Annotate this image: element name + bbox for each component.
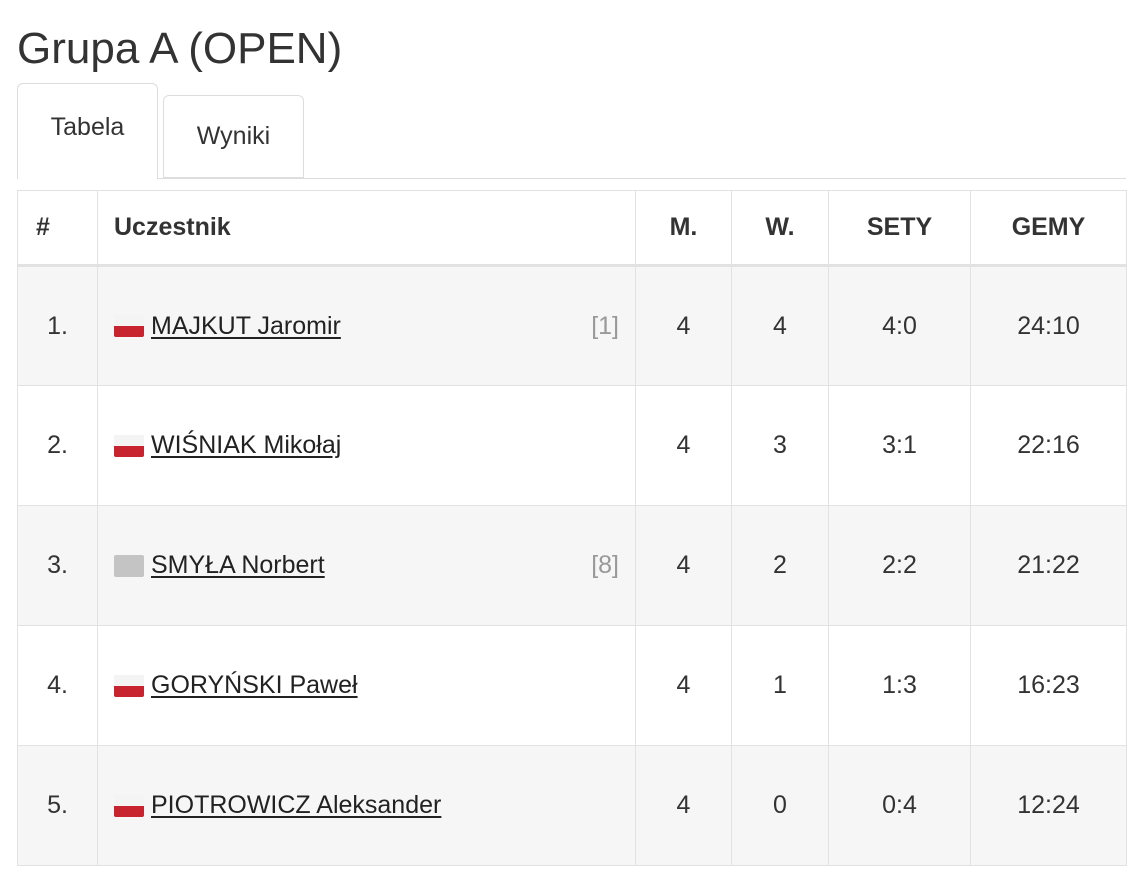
- pl-flag-icon: [114, 315, 144, 337]
- row-participant: GORYŃSKI Paweł: [97, 625, 636, 746]
- row-rank: 4.: [17, 625, 98, 746]
- tab-tabela-label: Tabela: [50, 113, 125, 141]
- pl-flag-icon: [114, 674, 144, 697]
- table-row: 1. MAJKUT Jaromir [1] 4 4 4:0 24:10: [17, 265, 1127, 386]
- table-row: 2. WIŚNIAK Mikołaj 4 3 3:1 22:16: [17, 385, 1127, 506]
- row-wins: 0: [731, 745, 829, 866]
- header-rank: #: [17, 190, 98, 267]
- row-games: 16:23: [970, 625, 1127, 746]
- header-wins: W.: [731, 190, 829, 267]
- header-sets: SETY: [828, 190, 971, 267]
- pl-flag-icon: [114, 794, 144, 817]
- row-rank: 1.: [17, 265, 98, 386]
- header-games: GEMY: [970, 190, 1127, 267]
- row-rank: 2.: [17, 385, 98, 506]
- page-title: Grupa A (OPEN): [17, 24, 343, 73]
- row-participant: MAJKUT Jaromir [1]: [97, 265, 636, 386]
- standings-table: # Uczestnik M. W. SETY GEMY 1. MAJKUT Ja…: [17, 190, 1127, 866]
- row-matches: 4: [635, 625, 732, 746]
- player-link[interactable]: WIŚNIAK Mikołaj: [151, 431, 342, 459]
- row-games: 22:16: [970, 385, 1127, 506]
- row-sets: 1:3: [828, 625, 971, 746]
- pl-flag-icon: [114, 434, 144, 457]
- row-games: 21:22: [970, 505, 1127, 626]
- row-participant: PIOTROWICZ Aleksander: [97, 745, 636, 866]
- unknown-flag-icon: [114, 554, 144, 577]
- player-link[interactable]: SMYŁA Norbert: [151, 551, 325, 579]
- row-wins: 2: [731, 505, 829, 626]
- row-sets: 3:1: [828, 385, 971, 506]
- row-wins: 4: [731, 265, 829, 386]
- seed-badge: [8]: [591, 551, 619, 579]
- tab-tabela[interactable]: Tabela: [17, 83, 158, 179]
- table-row: 5. PIOTROWICZ Aleksander 4 0 0:4 12:24: [17, 745, 1127, 866]
- row-wins: 1: [731, 625, 829, 746]
- row-participant: SMYŁA Norbert [8]: [97, 505, 636, 626]
- row-matches: 4: [635, 265, 732, 386]
- tab-bar-divider: [17, 178, 1126, 179]
- tab-bar: Tabela Wyniki: [17, 83, 1126, 179]
- table-header-row: # Uczestnik M. W. SETY GEMY: [17, 190, 1127, 267]
- row-matches: 4: [635, 505, 732, 626]
- row-sets: 0:4: [828, 745, 971, 866]
- row-matches: 4: [635, 385, 732, 506]
- seed-badge: [1]: [591, 311, 619, 340]
- row-games: 12:24: [970, 745, 1127, 866]
- row-participant: WIŚNIAK Mikołaj: [97, 385, 636, 506]
- row-wins: 3: [731, 385, 829, 506]
- row-sets: 4:0: [828, 265, 971, 386]
- header-participant: Uczestnik: [97, 190, 636, 267]
- standings-table-container: # Uczestnik M. W. SETY GEMY 1. MAJKUT Ja…: [17, 190, 1127, 866]
- table-row: 4. GORYŃSKI Paweł 4 1 1:3 16:23: [17, 625, 1127, 746]
- tab-wyniki-label: Wyniki: [196, 122, 271, 150]
- tab-wyniki[interactable]: Wyniki: [163, 95, 304, 178]
- table-row: 3. SMYŁA Norbert [8] 4 2 2:2 21:22: [17, 505, 1127, 626]
- row-sets: 2:2: [828, 505, 971, 626]
- player-link[interactable]: MAJKUT Jaromir: [151, 311, 341, 340]
- player-link[interactable]: PIOTROWICZ Aleksander: [151, 791, 442, 819]
- row-games: 24:10: [970, 265, 1127, 386]
- player-link[interactable]: GORYŃSKI Paweł: [151, 671, 358, 699]
- header-matches: M.: [635, 190, 732, 267]
- row-rank: 3.: [17, 505, 98, 626]
- row-rank: 5.: [17, 745, 98, 866]
- row-matches: 4: [635, 745, 732, 866]
